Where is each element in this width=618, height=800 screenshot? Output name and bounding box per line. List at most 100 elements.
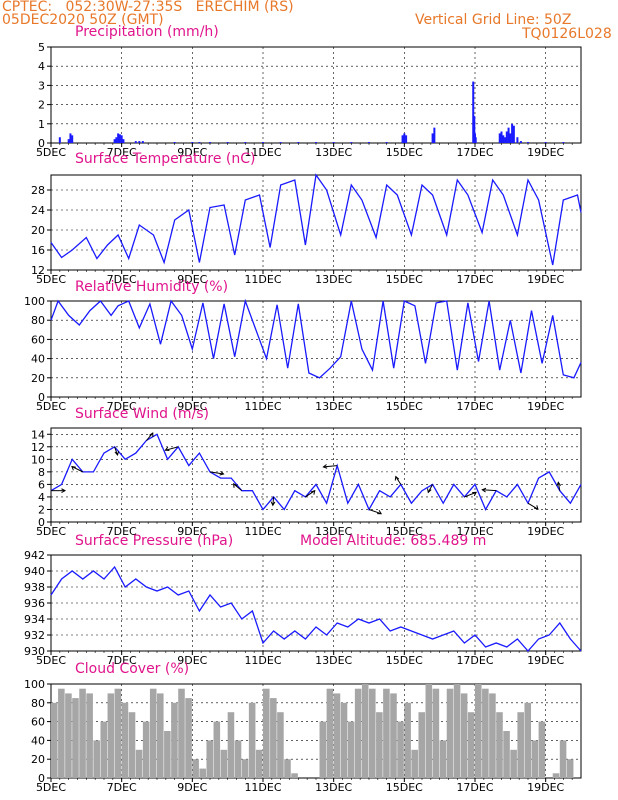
cloud-bar [489, 693, 496, 778]
pres-ytick-label: 934 [24, 613, 45, 626]
header-location: CPTEC: 052:30W-27:35S ERECHIM (RS) [2, 0, 294, 15]
wind-xtick-label: 5DEC [36, 525, 66, 538]
precip-xtick-label: 19DEC [527, 146, 564, 159]
cloud-bar [79, 688, 86, 778]
wind-ytick-label: 2 [38, 503, 45, 516]
wind-vector-head [322, 464, 328, 469]
cloud-bar [510, 749, 517, 778]
precip-xtick-label: 15DEC [386, 146, 423, 159]
wind-vector-head [310, 489, 316, 495]
cloud-bar [411, 749, 418, 778]
wind-vector-head [481, 487, 487, 493]
cloud-bar [192, 759, 199, 778]
pres-xtick-label: 11DEC [244, 654, 281, 667]
precip-bar [504, 137, 507, 143]
pres-xtick-label: 15DEC [386, 654, 423, 667]
rh-ytick-label: 100 [24, 295, 45, 308]
wind-vector-head [149, 432, 154, 438]
precip-bar [138, 141, 141, 143]
cloud-bar [157, 693, 164, 778]
cloud-bar [121, 702, 129, 778]
cloud-bar [538, 721, 546, 778]
precip-bar [113, 139, 116, 143]
precip-bar [500, 131, 503, 143]
precip-bar [511, 123, 514, 143]
cloud-bar [397, 721, 404, 778]
wind-xtick-label: 15DEC [386, 525, 423, 538]
precip-ytick-label: 4 [38, 60, 45, 73]
cloud-bar [496, 712, 503, 778]
cloud-ytick-label: 0 [38, 772, 45, 785]
precip-ytick-label: 1 [38, 118, 45, 131]
cloud-bar [475, 684, 482, 778]
precip-bar [433, 127, 436, 143]
wind-vector-head [219, 470, 225, 476]
wind-title: Surface Wind (m/s) [75, 406, 209, 422]
cloud-ytick-label: 60 [31, 716, 45, 729]
cloud-bar [135, 749, 143, 778]
pres-xtick-label: 7DEC [107, 654, 137, 667]
wind-vector-arrow [71, 466, 84, 473]
precip-bar [198, 142, 201, 143]
cloud-xtick-label: 9DEC [177, 781, 207, 794]
wind-vector-head [472, 491, 478, 497]
temp-xtick-label: 7DEC [107, 273, 137, 286]
pres-title: Surface Pressure (hPa) [75, 533, 233, 549]
wind-vector-head [71, 465, 76, 471]
precip-ytick-label: 5 [38, 41, 45, 54]
cloud-bar [284, 759, 291, 778]
precip-xtick-label: 13DEC [315, 146, 352, 159]
precip-bar [474, 137, 477, 143]
cloud-bar [326, 688, 334, 778]
cloud-bar [72, 698, 79, 778]
cloud-bar [227, 712, 235, 778]
cloud-bar [524, 702, 532, 778]
pres-ytick-label: 932 [24, 629, 45, 642]
precip-bar [58, 137, 61, 143]
pres-ytick-label: 936 [24, 597, 45, 610]
rh-ytick-label: 0 [38, 391, 45, 404]
precip-bar [141, 141, 144, 143]
cloud-bar [390, 693, 397, 778]
wind-vector-arrow [209, 471, 224, 475]
wind-vector-head [556, 481, 562, 487]
precip-bar [350, 142, 353, 143]
rh-ytick-label: 40 [31, 353, 45, 366]
cloud-bar [432, 688, 440, 778]
temp-ytick-label: 20 [31, 224, 45, 237]
precip-bar [544, 142, 547, 143]
precip-bar [401, 135, 404, 143]
precip-bar [405, 135, 408, 143]
cloud-bar [255, 749, 263, 778]
pres-annotation: Model Altitude: 685.489 m [300, 533, 486, 549]
cloud-ytick-label: 80 [31, 697, 45, 710]
wind-ytick-label: 10 [31, 453, 45, 466]
cloud-bar [503, 731, 510, 778]
header-model-id: TQ0126L028 [522, 26, 612, 42]
rh-title: Relative Humidity (%) [75, 279, 228, 295]
cloud-bar [354, 688, 362, 778]
wind-vector-head [427, 488, 432, 494]
cloud-bar [248, 702, 256, 778]
precip-bar [279, 142, 282, 143]
precip-bar [118, 134, 121, 143]
wind-vector-arrow [114, 446, 118, 456]
precip-bar [502, 135, 505, 143]
cloud-xtick-label: 17DEC [456, 781, 493, 794]
rh-xtick-label: 7DEC [107, 400, 137, 413]
pres-xtick-label: 9DEC [177, 654, 207, 667]
cloud-bar [93, 740, 100, 778]
cloud-bar [234, 740, 242, 778]
wind-vector-head [232, 483, 238, 488]
wind-ytick-label: 14 [31, 428, 45, 441]
wind-vector-arrow [482, 489, 497, 492]
rh-xtick-label: 13DEC [315, 400, 352, 413]
precip-xtick-label: 11DEC [244, 146, 281, 159]
precip-bar [122, 139, 125, 143]
header-grid-note: Vertical Grid Line: 50Z [415, 12, 572, 28]
cloud-bar [206, 740, 214, 778]
temp-title: Surface Temperature (nC) [75, 151, 256, 167]
precip-bar [226, 142, 229, 143]
temp-xtick-label: 13DEC [315, 273, 352, 286]
temp-frame [50, 174, 582, 271]
